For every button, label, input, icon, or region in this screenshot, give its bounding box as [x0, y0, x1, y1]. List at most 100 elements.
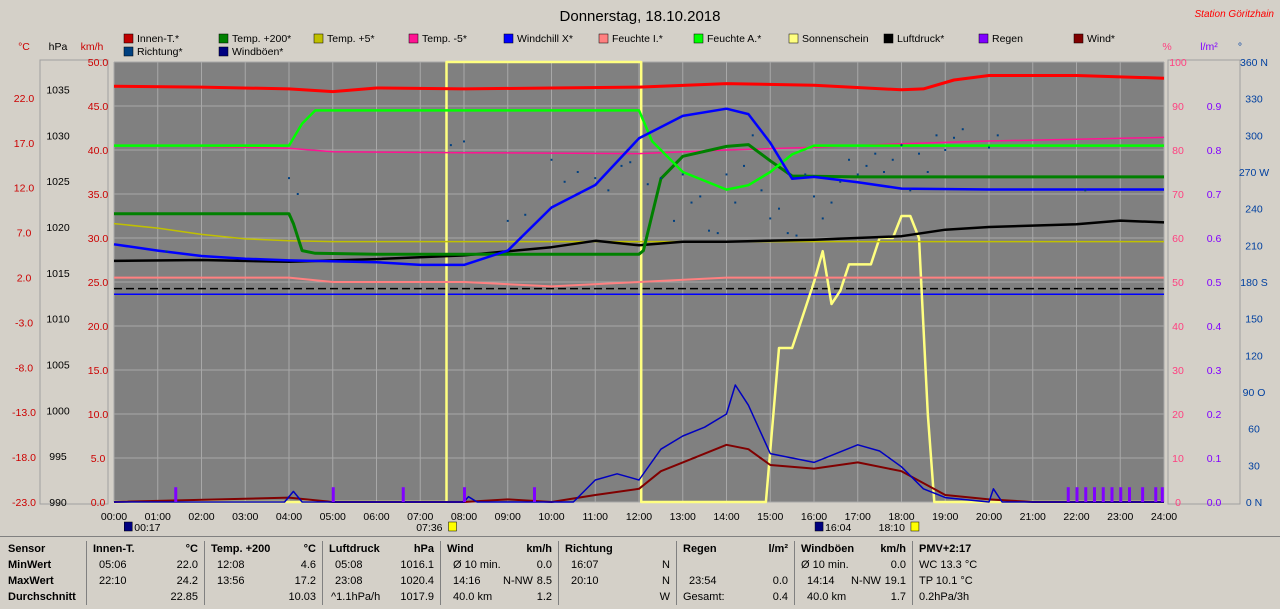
rain-bar [1075, 487, 1079, 502]
stats-pressure-trend: 0.2hPa/3h [919, 591, 970, 603]
temp-tick-label: 12.0 [14, 183, 35, 195]
legend-label: Windböen* [232, 46, 283, 58]
pressure-tick-label: 1010 [46, 314, 70, 326]
stats-row-label: Durchschnitt [8, 591, 76, 603]
stats-regen-unit: l/m² [768, 543, 788, 555]
wind-tick-label: 50.0 [88, 57, 109, 69]
rain-tick-label: 0.2 [1207, 409, 1222, 421]
direction-point [1084, 189, 1087, 192]
stats-time: 13:56 [217, 575, 245, 587]
stats-dewpoint: TP 10.1 °C [919, 575, 973, 587]
stats-value: 1020.4 [400, 575, 434, 587]
series-line-wind [113, 443, 1164, 503]
x-tick-label: 22:00 [1063, 511, 1089, 523]
stats-value: 8.5 [536, 575, 552, 587]
direction-point [506, 219, 509, 222]
direction-point [769, 217, 772, 220]
direction-tick-label: 300 [1245, 130, 1263, 142]
direction-point [988, 146, 990, 149]
stats-time: 12:08 [217, 559, 245, 571]
legend-swatch [313, 33, 324, 44]
direction-point [830, 201, 833, 204]
stats-innen-column: Innen-T. °C 05:06 22.0 22:10 24.2 22.85 [87, 541, 205, 605]
wind-tick-label: 25.0 [88, 277, 109, 289]
direction-point [463, 140, 465, 143]
stats-time: 16:07 [571, 559, 599, 571]
legend-swatch [218, 33, 229, 44]
stats-value: 10.03 [288, 591, 316, 603]
direction-point [681, 173, 684, 176]
wind-tick-label: 0.0 [91, 497, 106, 509]
direction-tick-label: 90 O [1243, 387, 1266, 399]
direction-point [953, 136, 955, 139]
direction-point [944, 149, 947, 151]
pressure-tick-label: 1020 [46, 222, 70, 234]
pressure-tick-label: 1035 [46, 85, 70, 97]
direction-point [778, 207, 780, 210]
stats-time: Ø 10 min. [453, 559, 501, 571]
stats-time: 23:08 [335, 575, 363, 587]
direction-tick-label: 210 [1245, 240, 1263, 252]
direction-point [821, 217, 824, 220]
stats-value: 0.0 [772, 575, 788, 587]
legend-swatch [218, 46, 229, 57]
x-tick-label: 15:00 [757, 511, 783, 523]
direction-point [926, 171, 929, 173]
stats-wind-column: Wind km/h Ø 10 min. 0.0 14:16 N-NW 8.5 40.0 … [441, 541, 559, 605]
direction-point [673, 219, 675, 222]
x-tick-label: 07:00 [407, 511, 433, 523]
legend-swatch [503, 33, 514, 44]
direction-tick-label: 60 [1248, 424, 1260, 436]
direction-point [734, 201, 737, 204]
x-tick-label: 11:00 [583, 511, 609, 523]
humidity-tick-label: 40 [1172, 321, 1184, 333]
stats-regen-column: Regen l/m² 23:54 0.0 Gesamt: 0.4 [677, 541, 795, 605]
humidity-tick-label: 50 [1172, 277, 1184, 289]
rain-bar [533, 487, 536, 502]
rain-tick-label: 0.7 [1207, 189, 1222, 201]
direction-point [839, 180, 842, 183]
x-tick-label: 00:00 [101, 511, 127, 523]
x-tick-label: 23:00 [1107, 511, 1133, 523]
stats-wind-unit: km/h [526, 543, 552, 555]
stats-windboeen-column: Windböen km/h Ø 10 min. 0.0 14:14 N-NW 19.1 … [795, 541, 913, 605]
stats-innen-unit: °C [185, 543, 198, 555]
x-tick-label: 12:00 [626, 511, 652, 523]
direction-tick-label: 0 N [1246, 497, 1262, 509]
pressure-tick-label: 1015 [46, 268, 70, 280]
legend-label: Wind* [1087, 33, 1115, 45]
direction-point [594, 177, 597, 180]
unit-label-rain: l/m² [1200, 41, 1218, 53]
stats-temp200-column: Temp. +200 °C 12:08 4.6 13:56 17.2 10.03 [205, 541, 323, 605]
wind-tick-label: 45.0 [88, 101, 109, 113]
sun-marker-icon [910, 521, 920, 532]
stats-value: W [659, 591, 670, 603]
stats-time: Ø 10 min. [801, 559, 849, 571]
station-label: Station Göritzhain [1195, 9, 1275, 20]
direction-point [563, 180, 566, 183]
sun-marker-label: 07:36 [416, 522, 442, 534]
direction-point [716, 232, 719, 235]
rain-bar [1160, 487, 1164, 502]
direction-point [576, 171, 579, 173]
direction-point [813, 195, 815, 198]
legend-label: Temp. -5* [422, 33, 467, 45]
legend-label: Richtung* [137, 46, 183, 58]
legend-swatch [978, 33, 989, 44]
legend-swatch [1073, 33, 1084, 44]
legend-label: Windchill X* [517, 33, 573, 45]
direction-tick-label: 360 N [1240, 57, 1268, 69]
temp-tick-label: 17.0 [14, 138, 35, 150]
direction-tick-label: 180 S [1240, 277, 1267, 289]
direction-point [900, 144, 903, 147]
stats-row-label: MaxWert [8, 575, 54, 587]
left-axis-frame [39, 59, 109, 505]
stats-time: 05:06 [99, 559, 127, 571]
temp-tick-label: 22.0 [14, 93, 35, 105]
temp-tick-label: 2.0 [17, 273, 32, 285]
x-tick-label: 06:00 [363, 511, 389, 523]
humidity-tick-label: 20 [1172, 409, 1184, 421]
rain-bar [401, 487, 405, 502]
rain-tick-label: 0.6 [1207, 233, 1222, 245]
legend-label: Innen-T.* [137, 33, 179, 45]
